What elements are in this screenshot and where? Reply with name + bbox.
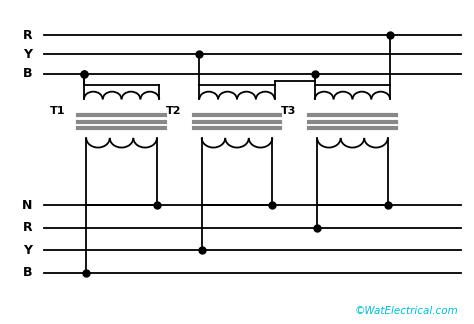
Text: B: B <box>23 67 32 80</box>
Text: ©WatElectrical.com: ©WatElectrical.com <box>355 306 458 316</box>
Text: B: B <box>23 266 32 279</box>
Text: T1: T1 <box>50 106 66 116</box>
Text: Y: Y <box>23 244 32 257</box>
Text: T3: T3 <box>281 106 297 116</box>
Text: R: R <box>22 29 32 41</box>
Text: R: R <box>22 221 32 234</box>
Text: N: N <box>22 199 33 212</box>
Text: T2: T2 <box>165 106 181 116</box>
Text: Y: Y <box>23 48 32 61</box>
